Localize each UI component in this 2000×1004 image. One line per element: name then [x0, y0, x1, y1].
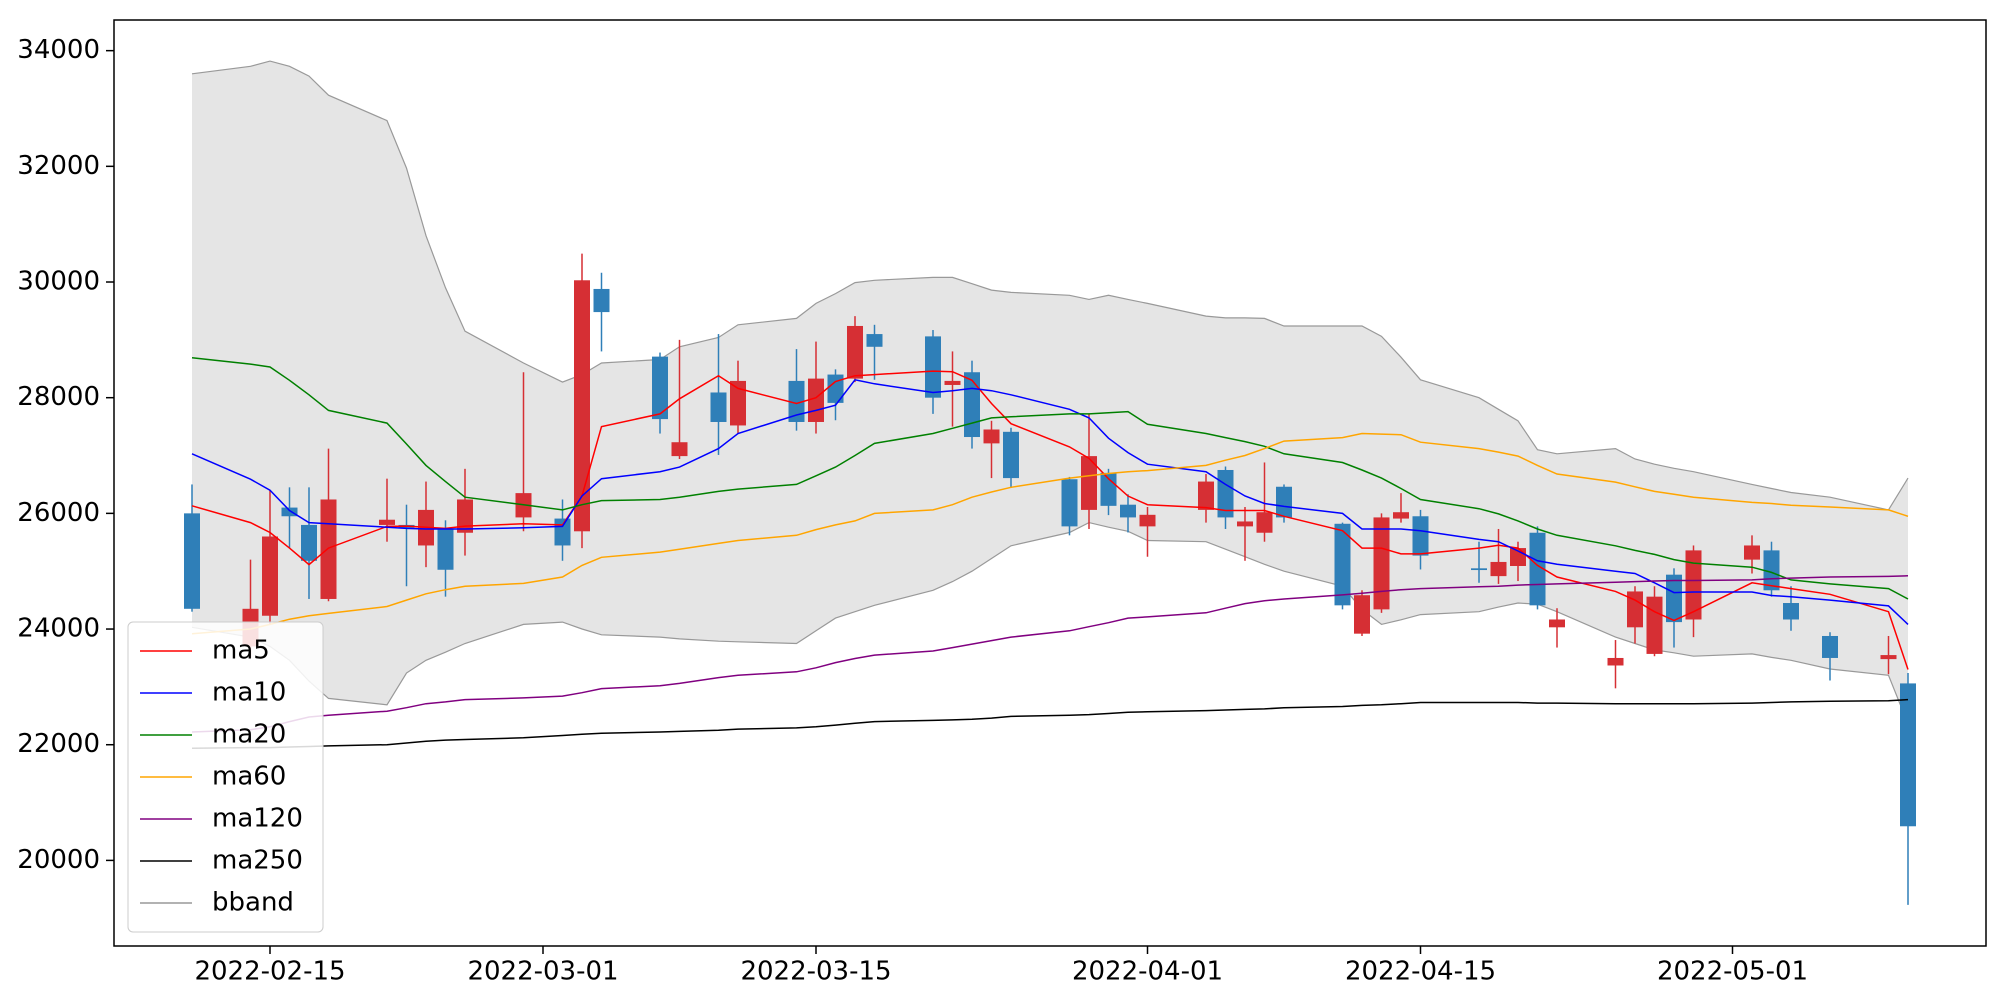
candle-body: [554, 518, 571, 546]
x-tick-label: 2022-04-01: [1072, 957, 1223, 987]
band-edge: [191, 521, 1909, 725]
y-tick-label: 24000: [17, 614, 100, 644]
ma-line: [191, 575, 1909, 733]
y-tick-label: 20000: [17, 845, 100, 875]
candle-body: [866, 334, 883, 347]
legend-label: ma120: [212, 804, 303, 834]
candle-body: [1529, 532, 1546, 606]
band-edge: [191, 60, 1909, 511]
candle-body: [827, 374, 844, 403]
candle-body: [1237, 521, 1253, 527]
candle-body: [184, 513, 200, 609]
candle-body: [1549, 619, 1565, 628]
legend-label: bband: [212, 888, 294, 918]
legend-label: ma20: [212, 720, 286, 750]
candle-body: [1373, 517, 1390, 610]
y-tick-label: 28000: [17, 382, 100, 412]
y-tick-label: 26000: [17, 498, 100, 528]
x-tick-label: 2022-05-01: [1657, 957, 1808, 987]
candle-body: [281, 507, 298, 517]
candle-body: [457, 499, 473, 533]
candle-body: [1139, 514, 1156, 527]
candle-body: [301, 524, 317, 561]
candle-body: [1685, 550, 1702, 620]
candle-body: [1822, 635, 1838, 658]
candle-body: [1900, 683, 1916, 827]
y-tick-label: 22000: [17, 729, 100, 759]
candle-body: [1412, 516, 1429, 556]
legend-label: ma10: [212, 678, 286, 708]
legend-box: [127, 621, 324, 933]
candle-body: [730, 380, 746, 426]
x-tick-label: 2022-03-01: [467, 957, 618, 987]
candle-body: [1744, 545, 1760, 560]
candle-body: [262, 536, 278, 616]
candle-body: [379, 519, 395, 525]
y-tick-label: 34000: [17, 35, 100, 65]
legend-label: ma5: [212, 636, 270, 666]
candle-body: [1198, 481, 1214, 510]
candle-body: [1471, 568, 1487, 571]
legend: ma5 ma10 ma20 ma60 ma120 ma250 bband: [127, 621, 324, 933]
candle-body: [1120, 504, 1136, 518]
legend-label: ma60: [212, 762, 286, 792]
candle-body: [1783, 603, 1799, 620]
candle-body: [1081, 456, 1097, 510]
candle-body: [1666, 574, 1682, 623]
candle-body: [1061, 479, 1078, 527]
candle-body: [671, 442, 688, 457]
candle-body: [1276, 486, 1292, 518]
candle-body: [710, 392, 727, 422]
candle-body: [1354, 595, 1370, 634]
candle-body: [320, 499, 337, 599]
candle-body: [1646, 596, 1663, 654]
ma-line: [191, 432, 1909, 635]
candle-body: [964, 372, 980, 438]
candle-body: [1393, 512, 1409, 519]
candle-body: [808, 378, 824, 422]
y-tick-label: 32000: [17, 151, 100, 181]
ma-line: [191, 357, 1909, 600]
y-tick-label: 30000: [17, 267, 100, 297]
ma-line: [191, 698, 1909, 749]
candle-body: [593, 288, 610, 313]
candle-body: [788, 380, 805, 422]
plot-frame: [113, 19, 1987, 947]
candle-body: [437, 528, 454, 570]
candle-body: [1490, 561, 1507, 577]
candle-body: [1763, 550, 1780, 591]
candle-body: [925, 336, 941, 398]
candle-body: [983, 429, 1000, 444]
candle-body: [1627, 591, 1643, 628]
x-tick-label: 2022-03-15: [740, 957, 891, 987]
candle-body: [652, 356, 668, 420]
candle-body: [944, 380, 961, 385]
candle-body: [574, 280, 590, 532]
x-tick-label: 2022-04-15: [1345, 957, 1496, 987]
candle-body: [847, 325, 863, 379]
candle-body: [1334, 523, 1351, 606]
x-tick-label: 2022-02-15: [194, 957, 345, 987]
candle-body: [1100, 472, 1117, 506]
candle-body: [1880, 655, 1897, 660]
ma-line: [191, 370, 1909, 670]
legend-label: ma250: [212, 846, 303, 876]
candle-body: [1003, 431, 1019, 479]
candle-body: [1256, 512, 1273, 533]
candle-body: [1607, 657, 1624, 666]
